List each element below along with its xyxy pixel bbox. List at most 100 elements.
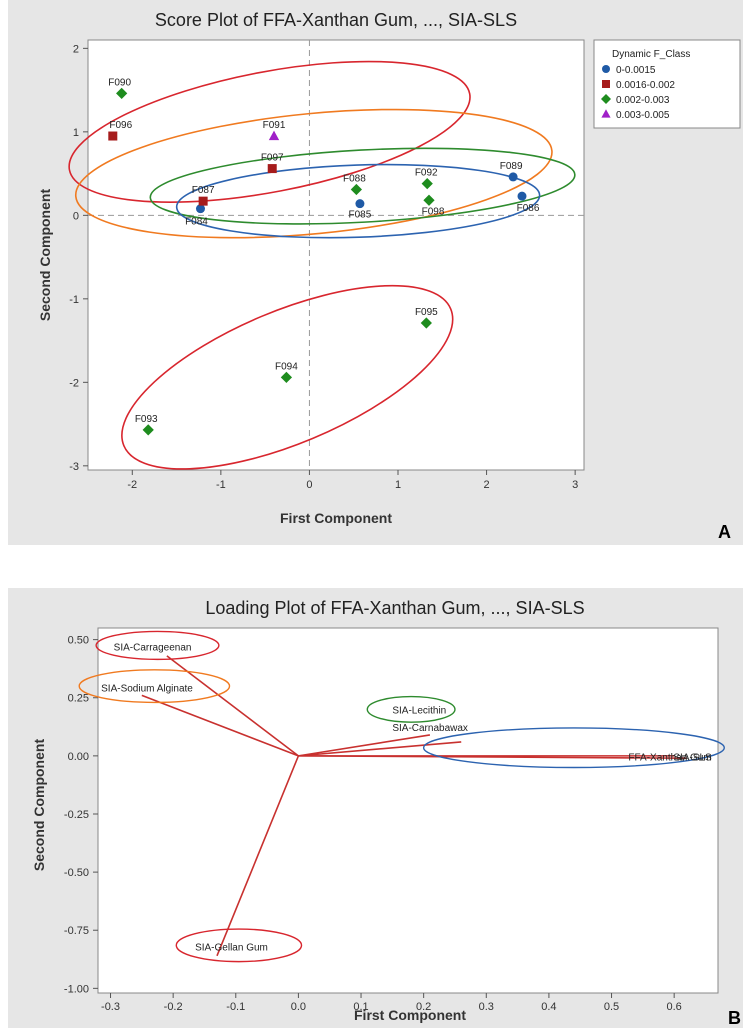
y-tick-label: 0 (73, 210, 79, 222)
x-tick-label: 0.4 (541, 1001, 556, 1013)
x-tick-label: -0.3 (101, 1001, 120, 1013)
x-tick-label: 0.0 (291, 1001, 306, 1013)
score-plot-point-labels: F084 F085 F086 F089 F087 F096 F097 F090 F088 F092… (108, 77, 540, 424)
loading-plot-title: Loading Plot of FFA-Xanthan Gum, ..., SI… (205, 598, 584, 618)
loading-vector-label: SIA-Carnabawax (392, 723, 468, 734)
score-plot-reference-lines (88, 40, 584, 470)
loading-vector-label: SIA-Gellan Gum (195, 943, 268, 954)
x-tick-label: -2 (127, 479, 137, 491)
score-point (517, 191, 527, 201)
score-point (195, 204, 205, 214)
y-tick-label: 1 (73, 127, 79, 139)
score-point-label: F090 (108, 77, 131, 88)
score-group-ellipse (149, 147, 576, 225)
loading-plot-vectors (141, 655, 687, 957)
score-point-label: F087 (192, 185, 215, 196)
loading-plot-xlabel: First Component (354, 1007, 466, 1023)
score-point (116, 87, 128, 100)
score-point (280, 371, 293, 383)
y-tick-label: -0.25 (64, 809, 89, 821)
score-point-label: F086 (517, 203, 540, 214)
loading-vector-label: SIA-SLS (673, 753, 712, 764)
panel-b-letter: B (728, 1008, 741, 1028)
score-plot-ylabel: Second Component (37, 189, 53, 322)
score-plot-groupings (68, 60, 576, 470)
loading-vector-label: FFA-Xanthan Gum (628, 753, 711, 764)
score-point-label: F092 (415, 168, 438, 179)
legend-entry-label: 0.003-0.005 (616, 110, 670, 121)
score-group-ellipse (68, 60, 471, 203)
score-group-ellipse (121, 284, 454, 470)
loading-vector (298, 741, 462, 757)
score-plot-legend (593, 39, 741, 129)
loading-vector (166, 655, 299, 757)
x-tick-label: 0 (306, 479, 312, 491)
y-tick-label: 0.25 (68, 693, 89, 705)
score-point-label: F088 (343, 173, 366, 184)
score-point-label: F097 (261, 153, 284, 164)
x-tick-label: -0.1 (226, 1001, 245, 1013)
score-point-label: F095 (415, 307, 438, 318)
loading-vector-label: SIA-Sodium Alginate (101, 683, 193, 694)
score-point (421, 177, 433, 190)
score-point-label: F096 (109, 120, 132, 131)
legend-title: Dynamic F_Class (612, 49, 690, 60)
loading-plot-vector-labels: SIA-Carrageenan SIA-Sodium Alginate SIA-Le… (101, 643, 712, 954)
score-point (268, 130, 280, 141)
x-tick-label: 3 (572, 479, 578, 491)
score-point-label: F089 (500, 161, 523, 172)
panel-a-letter: A (718, 522, 731, 542)
score-point (108, 131, 118, 141)
loading-plot-ticks: -0.3 -0.2 -0.1 0.0 0.1 0.2 0.3 0.4 0.5 0.6 -1.00 -0… (64, 635, 682, 1013)
score-group-ellipse (74, 108, 553, 239)
score-plot-area (87, 39, 585, 471)
loading-group-ellipse (95, 630, 220, 661)
loading-vector-label: SIA-Carrageenan (114, 643, 192, 654)
legend-marker (601, 94, 611, 104)
score-plot-ticks: -2 -1 0 1 2 3 -3 -2 -1 0 1 2 (69, 43, 578, 491)
legend-marker (602, 65, 610, 73)
x-tick-label: 1 (395, 479, 401, 491)
y-tick-label: 0.50 (68, 635, 89, 647)
legend-entry-label: 0-0.0015 (616, 65, 656, 76)
x-tick-label: 0.3 (479, 1001, 494, 1013)
loading-plot-ylabel: Second Component (31, 739, 47, 872)
score-point-label: F093 (135, 414, 158, 425)
score-point-label: F085 (349, 210, 372, 221)
y-tick-label: -0.75 (64, 925, 89, 937)
score-plot-xlabel: First Component (280, 510, 392, 526)
x-tick-label: -1 (216, 479, 226, 491)
loading-group-ellipse (422, 727, 725, 769)
legend-entry-label: 0.0016-0.002 (616, 80, 675, 91)
x-tick-label: 2 (484, 479, 490, 491)
legend-entries: 0-0.0015 0.0016-0.002 0.002-0.003 0.003-0.0… (601, 65, 675, 121)
loading-vector (141, 694, 299, 757)
score-point (355, 199, 365, 209)
y-tick-label: 2 (73, 43, 79, 55)
x-tick-label: 0.2 (416, 1001, 431, 1013)
score-point-label: F094 (275, 361, 298, 372)
legend-entry-label: 0.002-0.003 (616, 95, 670, 106)
score-point (420, 317, 432, 329)
score-point-label: F084 (185, 217, 208, 228)
score-point-label: F098 (422, 206, 445, 217)
loading-vector (216, 755, 300, 957)
score-point (508, 172, 518, 182)
score-point (198, 196, 208, 206)
score-plot-points (108, 87, 527, 436)
score-point (267, 164, 277, 174)
x-tick-label: 0.1 (353, 1001, 368, 1013)
score-group-ellipse (175, 163, 541, 239)
y-tick-label: -3 (69, 461, 79, 473)
y-tick-label: -2 (69, 377, 79, 389)
loading-group-ellipse (366, 695, 456, 723)
legend-marker (601, 109, 611, 118)
x-tick-label: -0.2 (164, 1001, 183, 1013)
score-point (142, 424, 154, 436)
legend-marker (602, 80, 610, 88)
score-point (423, 194, 435, 206)
y-tick-label: -1 (69, 294, 79, 306)
x-tick-label: 0.5 (604, 1001, 619, 1013)
score-point (350, 183, 362, 196)
